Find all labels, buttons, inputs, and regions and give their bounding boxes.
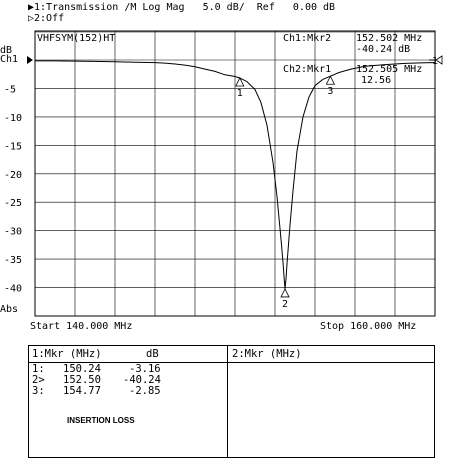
trace-1-header: ▶1:Transmission /M Log Mag 5.0 dB/ Ref 0… (28, 2, 336, 13)
marker-label-3: 3 (327, 86, 333, 97)
table-row-2-id: 2> (32, 374, 45, 386)
mkr2-readout-freq: 152.502 MHz (356, 33, 423, 44)
marker-label-2: 2 (282, 299, 288, 310)
table-row-3-value: -2.85 (129, 385, 161, 397)
x-stop-label: Stop 160.000 MHz (320, 321, 417, 332)
ref-marker-label: 1 (432, 56, 439, 67)
marker-table: 1:Mkr (MHz) dB 2:Mkr (MHz) 1: 150.24 -3.… (28, 345, 435, 458)
y-tick-label: -20 (4, 170, 22, 181)
table-row-3-id: 3: (32, 385, 45, 397)
table-left-title: 1:Mkr (MHz) (32, 348, 102, 360)
y-tick-label: -30 (4, 227, 22, 238)
mkr2-readout-value: -40.24 dB (356, 44, 411, 55)
table-row-1-id: 1: (32, 363, 45, 375)
channel-label: Ch1 (0, 54, 19, 65)
y-tick-label: -25 (4, 198, 22, 209)
ref-arrow-left (27, 56, 33, 64)
table-divider (227, 346, 228, 457)
y-tick-label: -15 (4, 141, 22, 152)
table-right-title: 2:Mkr (MHz) (232, 348, 302, 360)
marker-3 (325, 75, 336, 85)
table-row-2-value: -40.24 (123, 374, 161, 386)
trace-2-header: ▷2:Off (28, 13, 65, 24)
mkr2-readout-name: Ch1:Mkr2 (283, 33, 332, 44)
table-row-3-freq: 154.77 (63, 385, 101, 397)
marker-label-1: 1 (237, 88, 243, 99)
mkr1-readout-name: Ch2:Mkr1 (283, 64, 332, 75)
table-row-1-freq: 150.24 (63, 363, 101, 375)
chart-title: VHFSYM(152)HT (37, 33, 116, 44)
marker-1 (235, 77, 245, 87)
table-row-2-freq: 152.50 (63, 374, 101, 386)
table-header-rule-left (29, 362, 227, 363)
ref-arrow-right (435, 55, 443, 65)
marker-2 (280, 288, 290, 298)
mkr1-readout-value: 12.56 (361, 75, 392, 86)
x-start-label: Start 140.000 MHz (30, 321, 133, 332)
y-tick-label: -40 (4, 284, 22, 295)
mkr1-readout-freq: 152.505 MHz (356, 64, 423, 75)
y-unit-label: dB (0, 45, 13, 56)
y-tick-label: -5 (4, 84, 16, 95)
y-tick-label: -10 (4, 113, 22, 124)
y-tick-label: -35 (4, 255, 22, 266)
table-left-unit: dB (146, 348, 159, 360)
abs-label: Abs (0, 304, 19, 315)
insertion-loss-note: INSERTION LOSS (67, 416, 135, 425)
table-header-rule-right (228, 362, 434, 363)
table-row-1-value: -3.16 (129, 363, 161, 375)
